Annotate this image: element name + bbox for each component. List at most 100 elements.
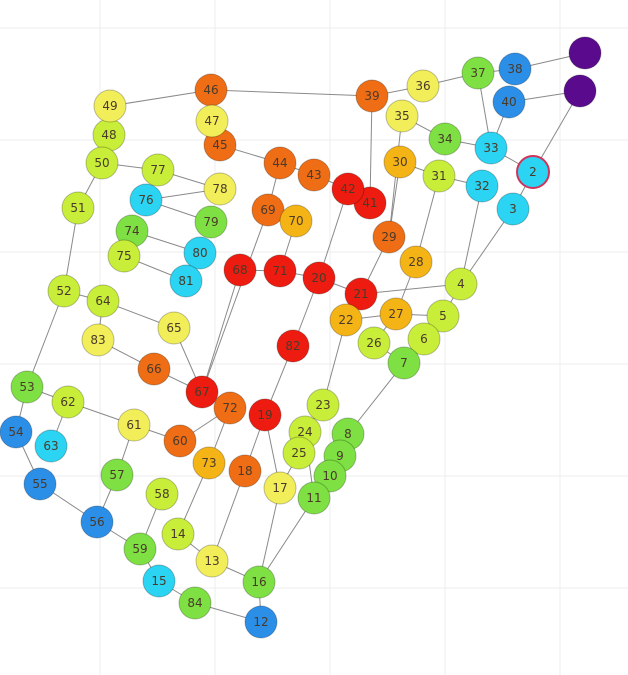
node-circle[interactable] (194, 205, 228, 239)
node-circle[interactable] (93, 89, 127, 123)
node-28[interactable]: 28 (399, 245, 433, 279)
node-circle[interactable] (276, 329, 310, 363)
node-circle[interactable] (329, 303, 363, 337)
node-82[interactable]: 82 (276, 329, 310, 363)
node-11[interactable]: 11 (297, 481, 331, 515)
node-circle[interactable] (355, 79, 389, 113)
node-79[interactable]: 79 (194, 205, 228, 239)
node-35[interactable]: 35 (385, 99, 419, 133)
node-circle[interactable] (242, 565, 276, 599)
node-46[interactable]: 46 (194, 73, 228, 107)
node-circle[interactable] (297, 158, 331, 192)
node-circle[interactable] (406, 69, 440, 103)
node-69[interactable]: 69 (251, 193, 285, 227)
node-circle[interactable] (213, 391, 247, 425)
node-circle[interactable] (137, 352, 171, 386)
node-circle[interactable] (34, 429, 68, 463)
node-circle[interactable] (228, 454, 262, 488)
node-62[interactable]: 62 (51, 385, 85, 419)
node-29[interactable]: 29 (372, 220, 406, 254)
node-6[interactable]: 6 (407, 322, 441, 356)
node-circle[interactable] (279, 204, 313, 238)
node-21[interactable]: 21 (344, 277, 378, 311)
node-circle[interactable] (372, 220, 406, 254)
node-26[interactable]: 26 (357, 326, 391, 360)
node-56[interactable]: 56 (80, 505, 114, 539)
node-circle[interactable] (142, 564, 176, 598)
node-3[interactable]: 3 (496, 192, 530, 226)
node-49[interactable]: 49 (93, 89, 127, 123)
node-circle[interactable] (183, 236, 217, 270)
node-circle[interactable] (568, 36, 602, 70)
node-66[interactable]: 66 (137, 352, 171, 386)
node-1b[interactable] (563, 74, 597, 108)
node-73[interactable]: 73 (192, 446, 226, 480)
node-circle[interactable] (428, 122, 462, 156)
node-84[interactable]: 84 (178, 586, 212, 620)
node-circle[interactable] (0, 415, 33, 449)
node-circle[interactable] (357, 326, 391, 360)
node-circle[interactable] (263, 146, 297, 180)
node-67[interactable]: 67 (185, 375, 219, 409)
node-44[interactable]: 44 (263, 146, 297, 180)
node-circle[interactable] (344, 277, 378, 311)
node-7[interactable]: 7 (387, 346, 421, 380)
node-20[interactable]: 20 (302, 261, 336, 295)
node-circle[interactable] (85, 146, 119, 180)
node-circle[interactable] (157, 311, 191, 345)
node-circle[interactable] (81, 323, 115, 357)
node-circle[interactable] (51, 385, 85, 419)
node-1[interactable] (568, 36, 602, 70)
node-circle[interactable] (223, 253, 257, 287)
node-40[interactable]: 40 (492, 85, 526, 119)
node-circle[interactable] (263, 254, 297, 288)
node-circle[interactable] (10, 370, 44, 404)
node-circle[interactable] (86, 284, 120, 318)
node-circle[interactable] (195, 544, 229, 578)
node-57[interactable]: 57 (100, 458, 134, 492)
node-36[interactable]: 36 (406, 69, 440, 103)
node-circle[interactable] (492, 85, 526, 119)
node-19[interactable]: 19 (248, 398, 282, 432)
node-circle[interactable] (331, 172, 365, 206)
node-circle[interactable] (297, 481, 331, 515)
node-circle[interactable] (563, 74, 597, 108)
node-circle[interactable] (129, 183, 163, 217)
node-circle[interactable] (313, 459, 347, 493)
node-circle[interactable] (387, 346, 421, 380)
node-71[interactable]: 71 (263, 254, 297, 288)
node-circle[interactable] (100, 458, 134, 492)
node-circle[interactable] (496, 192, 530, 226)
node-circle[interactable] (385, 99, 419, 133)
node-circle[interactable] (444, 267, 478, 301)
node-circle[interactable] (141, 153, 175, 187)
node-48[interactable]: 48 (92, 118, 126, 152)
node-circle[interactable] (498, 52, 532, 86)
node-circle[interactable] (263, 471, 297, 505)
node-circle[interactable] (244, 605, 278, 639)
node-72[interactable]: 72 (213, 391, 247, 425)
node-circle[interactable] (80, 505, 114, 539)
node-circle[interactable] (23, 467, 57, 501)
node-circle[interactable] (185, 375, 219, 409)
node-53[interactable]: 53 (10, 370, 44, 404)
node-25[interactable]: 25 (282, 436, 316, 470)
node-31[interactable]: 31 (422, 159, 456, 193)
node-70[interactable]: 70 (279, 204, 313, 238)
node-circle[interactable] (61, 191, 95, 225)
node-58[interactable]: 58 (145, 477, 179, 511)
node-circle[interactable] (282, 436, 316, 470)
node-circle[interactable] (474, 131, 508, 165)
node-14[interactable]: 14 (161, 517, 195, 551)
node-5[interactable]: 5 (426, 299, 460, 333)
node-59[interactable]: 59 (123, 532, 157, 566)
node-circle[interactable] (251, 193, 285, 227)
node-circle[interactable] (248, 398, 282, 432)
node-77[interactable]: 77 (141, 153, 175, 187)
node-circle[interactable] (399, 245, 433, 279)
node-34[interactable]: 34 (428, 122, 462, 156)
node-circle[interactable] (192, 446, 226, 480)
node-circle[interactable] (383, 145, 417, 179)
node-83[interactable]: 83 (81, 323, 115, 357)
node-circle[interactable] (422, 159, 456, 193)
